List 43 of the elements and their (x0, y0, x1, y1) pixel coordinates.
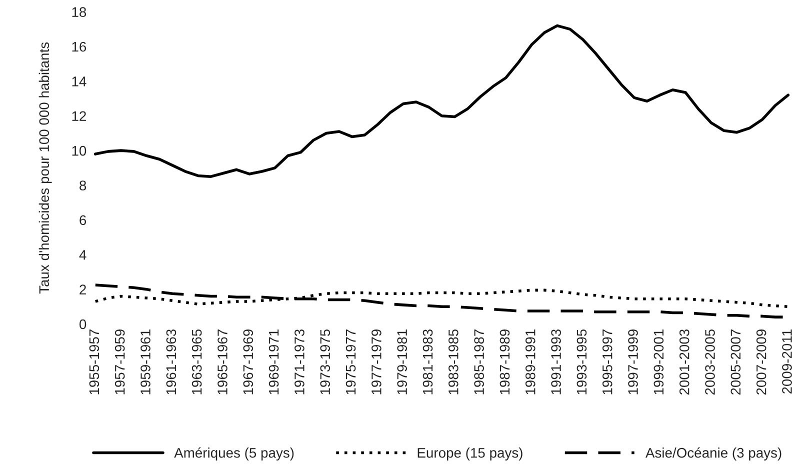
x-tick-label: 1985-1987 (474, 330, 484, 394)
x-tick-label: 1987-1989 (500, 330, 510, 394)
x-tick-label: 1979-1981 (397, 330, 408, 394)
x-tick-label: 1963-1965 (192, 329, 202, 394)
x-tick-label: 2007-2009 (756, 330, 766, 395)
x-tick-label: 1969-1971 (268, 330, 279, 394)
y-tick-label: 12 (72, 111, 86, 121)
x-tick-label: 1981-1983 (422, 329, 433, 394)
x-tick-label: 1983-1985 (448, 329, 458, 394)
legend-label: Amériques (5 pays) (174, 447, 294, 460)
y-tick-label: 14 (72, 76, 86, 86)
x-tick-label: 1957-1959 (114, 330, 125, 394)
x-tick-label: 1999-2001 (654, 330, 664, 394)
x-tick-label: 1989-1991 (525, 330, 536, 394)
x-tick-label: 2003-2005 (705, 329, 715, 395)
x-tick-label: 1967-1969 (243, 330, 254, 394)
y-tick-label: 18 (72, 7, 86, 17)
x-tick-label: 1959-1961 (140, 330, 150, 394)
line-series (94, 24, 790, 178)
legend-label: Europe (15 pays) (418, 448, 522, 460)
legend-label: Asie/Océanie (3 pays) (645, 447, 782, 460)
y-tick-label: 0 (80, 319, 86, 330)
x-tick-label: 1997-1999 (628, 330, 638, 394)
x-tick-label: 1993-1995 (576, 329, 587, 394)
y-tick-label: 6 (80, 215, 86, 226)
y-tick-label: 8 (80, 180, 86, 190)
y-tick-label: 2 (80, 284, 86, 294)
x-tick-label: 1973-1975 (320, 329, 330, 394)
y-tick-label: 16 (72, 42, 86, 52)
x-tick-label: 1971-1973 (294, 329, 304, 394)
x-tick-label: 1995-1997 (602, 330, 612, 394)
x-tick-label: 1991-1993 (551, 329, 561, 394)
x-tick-label: 1965-1967 (218, 330, 228, 394)
x-tick-label: 2005-2007 (730, 330, 741, 395)
y-tick-label: 10 (72, 146, 86, 156)
y-axis-title: Taux d'homicides pour 100 000 habitants (38, 42, 52, 294)
x-tick-label: 2001-2003 (679, 329, 690, 395)
x-tick-label: 1955-1957 (89, 330, 100, 394)
x-tick-label: 2009-2011 (782, 330, 792, 394)
x-tick-label: 1975-1977 (346, 330, 356, 394)
y-tick-label: 4 (79, 250, 86, 260)
x-tick-label: 1977-1979 (372, 330, 382, 394)
x-tick-label: 1961-1963 (166, 329, 176, 394)
